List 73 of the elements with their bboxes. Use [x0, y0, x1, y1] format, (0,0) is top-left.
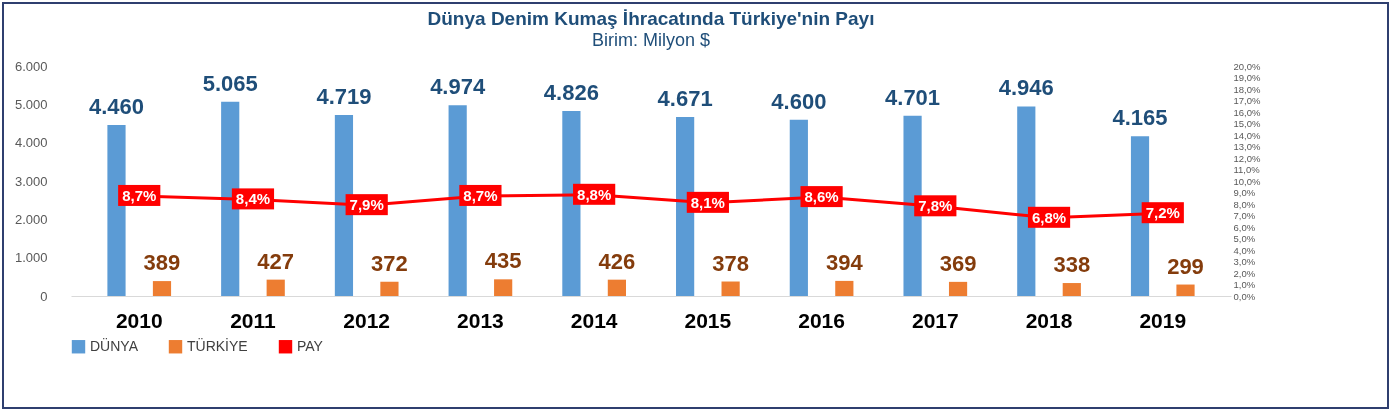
x-tick-label: 2016 [798, 308, 845, 332]
data-label: 4.460 [88, 94, 145, 120]
y-tick-label: 2.000 [14, 211, 48, 227]
y-tick-label: 3.000 [14, 173, 48, 189]
x-tick-label: 2018 [1025, 308, 1073, 332]
y2-tick-label: 18,0% [1233, 83, 1261, 95]
data-label: 4.974 [430, 74, 486, 100]
x-tick-label: 2017 [911, 308, 959, 332]
y2-tick-label: 1,0% [1233, 279, 1256, 290]
bar [1176, 284, 1195, 296]
x-tick-label: 2012 [343, 308, 391, 332]
data-label: 378 [712, 250, 749, 276]
data-label: 369 [939, 250, 977, 276]
data-label: 5.065 [202, 70, 258, 96]
y2-tick-label: 16,0% [1233, 106, 1261, 118]
data-label: 389 [143, 250, 181, 276]
data-label: 4.946 [998, 75, 1054, 101]
data-label: 394 [825, 249, 864, 275]
x-tick-label: 2013 [457, 308, 504, 332]
y2-tick-label: 10,0% [1233, 175, 1261, 187]
bar [835, 280, 854, 296]
data-label: 299 [1167, 253, 1204, 279]
data-label: 4.719 [316, 84, 372, 110]
y-tick-label: 4.000 [14, 135, 48, 151]
legend-label: TÜRKİYE [187, 336, 248, 354]
y2-tick-label: 3,0% [1233, 256, 1256, 267]
data-label: 372 [371, 250, 408, 276]
bar [380, 281, 399, 296]
data-label: 4.701 [885, 84, 941, 110]
data-label: 4.165 [1112, 105, 1168, 131]
data-label: 435 [484, 248, 522, 274]
legend-label: DÜNYA [90, 336, 139, 354]
legend-label: PAY [297, 337, 324, 354]
x-tick-label: 2015 [684, 308, 732, 332]
y-tick-label: 0 [40, 288, 48, 304]
y2-tick-label: 6,0% [1233, 221, 1256, 233]
data-label: 4.600 [771, 88, 827, 114]
y2-tick-label: 4,0% [1233, 244, 1256, 256]
y2-tick-label: 0,0% [1233, 290, 1256, 302]
y2-tick-label: 13,0% [1233, 141, 1261, 152]
chart-title: Dünya Denim Kumaş İhracatında Türkiye'nin Payı [427, 8, 875, 29]
y2-tick-label: 20,0% [1233, 60, 1261, 72]
data-label: 4.826 [543, 80, 599, 105]
data-label: 338 [1053, 252, 1091, 278]
y2-tick-label: 11,0% [1233, 164, 1261, 175]
y-tick-label: 1.000 [14, 250, 48, 266]
bar [721, 281, 740, 296]
y2-tick-label: 14,0% [1233, 129, 1261, 141]
y2-tick-label: 5,0% [1233, 233, 1256, 244]
x-tick-label: 2011 [230, 308, 277, 332]
y2-tick-label: 7,0% [1233, 210, 1256, 221]
y-tick-label: 5.000 [14, 96, 48, 112]
y2-tick-label: 2,0% [1233, 267, 1256, 279]
bar [607, 279, 626, 296]
y2-tick-label: 9,0% [1233, 187, 1256, 198]
bar [266, 279, 285, 296]
data-label: 427 [257, 248, 295, 274]
x-tick-label: 2014 [570, 308, 618, 332]
bar [948, 281, 968, 296]
x-tick-label: 2010 [115, 308, 163, 332]
y2-tick-label: 8,0% [1233, 198, 1256, 210]
y-tick-label: 6.000 [14, 58, 48, 74]
y2-tick-label: 17,0% [1233, 95, 1261, 106]
bar [1062, 283, 1081, 296]
bar [494, 279, 513, 296]
x-tick-label: 2019 [1139, 308, 1187, 332]
chart-subtitle: Birim: Milyon $ [591, 30, 711, 50]
data-label: 4.671 [657, 85, 713, 111]
data-label: 426 [598, 248, 636, 274]
y2-tick-label: 12,0% [1233, 152, 1261, 164]
y2-tick-label: 15,0% [1233, 118, 1261, 129]
y2-tick-label: 19,0% [1233, 72, 1261, 83]
bar [152, 281, 172, 296]
